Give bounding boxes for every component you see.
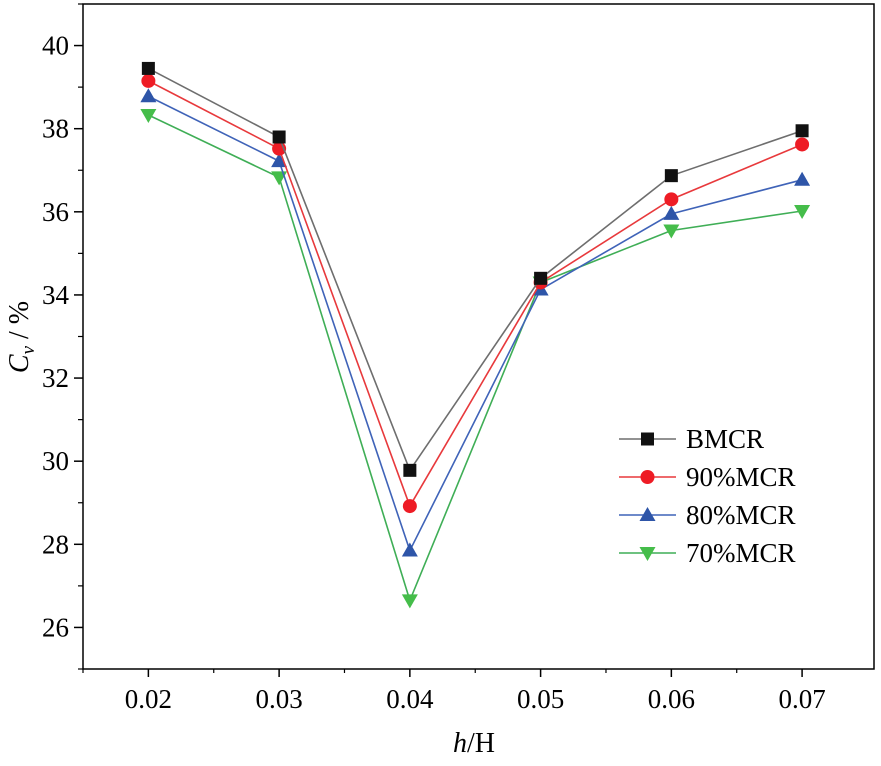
data-point — [140, 88, 157, 103]
y-tick-label: 38 — [42, 114, 69, 144]
data-point — [794, 204, 811, 219]
x-axis-title: h/H — [453, 728, 495, 759]
plot-frame — [82, 3, 875, 670]
y-tick-label: 28 — [42, 529, 69, 559]
x-axis: 0.02 0.03 0.04 0.05 0.06 0.07 — [82, 669, 826, 714]
y-axis: 26 28 30 32 34 36 38 40 — [42, 3, 83, 670]
y-axis-title: Cv / % — [4, 301, 39, 373]
series-line — [148, 114, 803, 603]
x-tick-label: 0.02 — [125, 684, 172, 714]
data-point — [401, 594, 418, 609]
data-point — [403, 463, 417, 477]
plot-area — [82, 3, 875, 670]
y-tick-label: 32 — [42, 363, 69, 393]
legend: BMCR 90%MCR 80%MCR 70%MCR — [619, 424, 796, 568]
data-point — [663, 205, 680, 220]
y-tick-label: 34 — [42, 280, 70, 310]
legend-label: 80%MCR — [686, 500, 796, 530]
x-tick-label: 0.03 — [255, 684, 302, 714]
data-point — [795, 124, 809, 138]
data-point — [141, 73, 156, 88]
data-point — [534, 271, 548, 285]
y-tick-label: 40 — [42, 31, 69, 61]
data-point — [663, 224, 680, 239]
data-point — [140, 108, 157, 123]
y-tick-label: 30 — [42, 446, 69, 476]
data-point — [272, 130, 286, 144]
x-tick-label: 0.07 — [778, 684, 825, 714]
series-line — [148, 67, 803, 473]
data-point — [401, 542, 418, 557]
legend-marker — [640, 470, 655, 484]
legend-marker — [639, 507, 656, 521]
x-tick-label: 0.05 — [517, 684, 564, 714]
legend-label: BMCR — [686, 424, 764, 454]
x-tick-label: 0.06 — [648, 684, 695, 714]
data-point — [794, 171, 811, 186]
data-point — [664, 192, 679, 207]
series-layer — [140, 61, 811, 609]
x-tick-label: 0.04 — [386, 684, 434, 714]
series-line — [148, 80, 803, 508]
data-point — [271, 153, 288, 168]
legend-marker — [639, 547, 656, 561]
data-point — [141, 61, 155, 75]
y-tick-label: 36 — [42, 197, 69, 227]
series-line — [148, 95, 803, 553]
y-tick-label: 26 — [42, 612, 69, 642]
legend-label: 90%MCR — [686, 462, 796, 492]
data-point — [795, 137, 810, 152]
legend-marker — [641, 432, 654, 446]
data-point — [664, 169, 678, 183]
data-point — [402, 499, 417, 514]
legend-label: 70%MCR — [686, 538, 796, 568]
